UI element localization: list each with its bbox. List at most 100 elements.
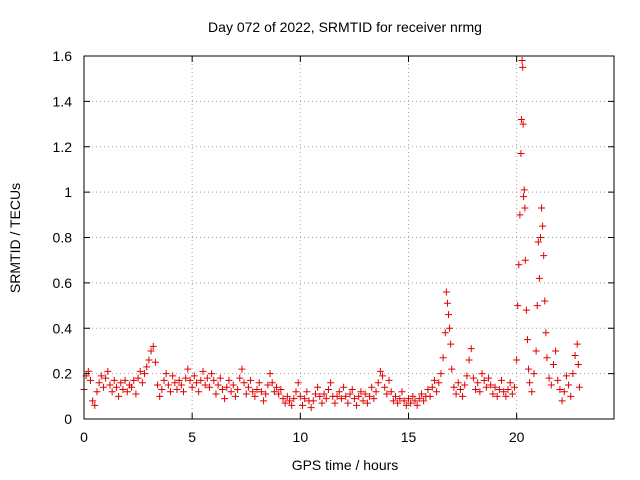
- data-point: [461, 381, 469, 389]
- data-point: [136, 367, 144, 375]
- data-point: [485, 374, 493, 382]
- data-point: [521, 204, 529, 212]
- data-point: [169, 372, 177, 380]
- data-point: [361, 390, 369, 398]
- data-point: [446, 324, 454, 332]
- data-point: [519, 120, 527, 128]
- data-point: [404, 395, 412, 403]
- data-point: [225, 376, 233, 384]
- data-point: [212, 390, 220, 398]
- data-point: [491, 383, 499, 391]
- data-point: [363, 399, 371, 407]
- data-point: [247, 376, 255, 384]
- data-point: [370, 395, 378, 403]
- data-point: [456, 386, 464, 394]
- data-point: [130, 376, 138, 384]
- data-point: [552, 347, 560, 355]
- data-point: [318, 399, 326, 407]
- y-axis-label: SRMTID / TECUs: [7, 183, 23, 293]
- data-point: [316, 392, 324, 400]
- data-point: [565, 381, 573, 389]
- data-point: [569, 370, 577, 378]
- data-point: [348, 386, 356, 394]
- data-point: [487, 381, 495, 389]
- data-point: [516, 211, 524, 219]
- data-point: [448, 365, 456, 373]
- data-point: [498, 376, 506, 384]
- data-point: [428, 383, 436, 391]
- data-point: [536, 234, 544, 241]
- data-point: [160, 376, 168, 384]
- data-point: [340, 383, 348, 391]
- data-point: [520, 193, 528, 201]
- data-point: [236, 374, 244, 382]
- x-tick-label: 20: [509, 429, 525, 445]
- data-point: [151, 358, 159, 366]
- data-point: [167, 388, 175, 396]
- data-point: [359, 397, 367, 405]
- data-point: [543, 354, 551, 362]
- data-point: [117, 379, 125, 387]
- data-point: [368, 383, 376, 391]
- data-point: [400, 397, 408, 405]
- data-point: [508, 390, 516, 398]
- grid-lines: [84, 56, 614, 419]
- data-point: [542, 329, 550, 337]
- data-point: [123, 388, 131, 396]
- x-tick-label: 10: [293, 429, 309, 445]
- data-point: [417, 390, 425, 398]
- data-point: [346, 390, 354, 398]
- data-point: [500, 388, 508, 396]
- data-point: [257, 388, 265, 396]
- data-point: [389, 397, 397, 405]
- y-axis: 0 0.2 0.4 0.6 0.8 1 1.2 1.4 1.6: [53, 48, 614, 427]
- data-point: [244, 383, 252, 391]
- data-point: [433, 388, 441, 396]
- data-point: [396, 395, 404, 403]
- data-point: [535, 274, 543, 282]
- data-point: [234, 386, 242, 394]
- data-point: [447, 340, 455, 348]
- data-point: [301, 395, 309, 403]
- data-point: [463, 372, 471, 380]
- data-point: [533, 302, 541, 310]
- data-point: [309, 397, 317, 405]
- data-point: [437, 370, 445, 378]
- data-point: [162, 370, 170, 378]
- data-point: [558, 397, 566, 405]
- data-point: [467, 345, 475, 353]
- data-point: [197, 376, 205, 384]
- data-point: [350, 395, 358, 403]
- data-point: [95, 379, 103, 387]
- data-point: [283, 392, 291, 400]
- data-point: [112, 383, 120, 391]
- data-point: [379, 372, 387, 380]
- y-tick-label: 0.6: [53, 275, 73, 291]
- data-point: [229, 381, 237, 389]
- data-point: [147, 347, 155, 355]
- y-tick-label: 1.4: [53, 93, 73, 109]
- data-point: [439, 354, 447, 362]
- data-point: [121, 376, 129, 384]
- data-point: [288, 401, 296, 409]
- data-point: [517, 150, 525, 158]
- data-point: [376, 367, 384, 375]
- data-point: [523, 336, 531, 344]
- y-tick-label: 0.4: [53, 320, 73, 336]
- data-point: [575, 383, 583, 391]
- data-point: [260, 397, 268, 405]
- data-point: [522, 306, 530, 314]
- data-point: [357, 388, 365, 396]
- data-point: [514, 302, 522, 310]
- data-point: [128, 383, 136, 391]
- data-point: [510, 383, 518, 391]
- data-point: [567, 392, 575, 400]
- data-point: [392, 392, 400, 400]
- data-point: [521, 256, 529, 264]
- data-point: [180, 388, 188, 396]
- data-point: [502, 392, 510, 400]
- data-point: [223, 383, 231, 391]
- data-point: [571, 351, 579, 359]
- data-point: [275, 390, 283, 398]
